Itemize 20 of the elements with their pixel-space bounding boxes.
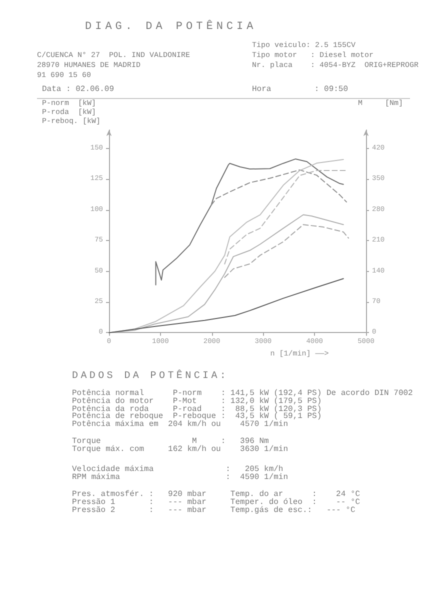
text: Pressão 2 : --- mbar Temp.gás de esc.: --- °C [72, 506, 356, 515]
text: Data : 02.06.09 [42, 85, 114, 94]
text: Potência normal P-norm : 141,5 kW (192,4 PS) De acordo DIN 7002 [72, 389, 413, 398]
text: Potência da roda P-road : 88,5 kW (120,3 PS) [72, 404, 322, 414]
text: Potência do motor P-Mot : 132,0 kW (179,5 PS) [72, 397, 322, 406]
text: Pres. atmosfér. : 920 mbar Temp. do ar : 24 °C [72, 490, 360, 499]
text: Velocidade máxima : 205 km/h [72, 465, 284, 474]
line-series [155, 158, 344, 286]
text: Potência máxima em 204 km/h ou 4570 1/min [72, 420, 288, 429]
line-series [210, 169, 347, 206]
text: Torque máx. com 162 km/h ou 3630 1/min [72, 445, 288, 454]
text: Pressão 1 : --- mbar Temper. do óleo : -- °C [72, 498, 360, 507]
line-series [108, 278, 344, 334]
line-series [224, 170, 347, 264]
text: DADOS DA POTÊNCIA: [72, 371, 229, 382]
text: RPM máxima : 4590 1/min [72, 473, 288, 482]
chart-title: DIAG. DA POTÊNCIA [85, 21, 257, 33]
text: Hora : 09:50 [252, 85, 348, 94]
text: Torque M : 396 Nm [72, 437, 269, 446]
text: Potência de reboque P-reboque : 43,5 kW ( 59,1 PS) [72, 412, 322, 421]
